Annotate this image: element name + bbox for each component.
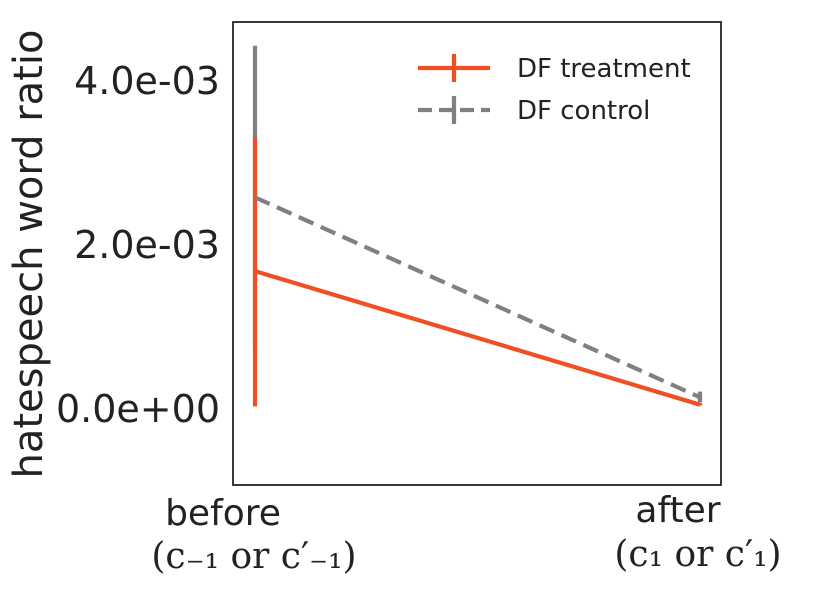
legend-label: DF treatment <box>517 54 691 84</box>
y-tick-label: 4.0e-03 <box>74 59 220 103</box>
series-line <box>254 195 701 400</box>
x-tick-label-after: after <box>635 490 720 531</box>
x-tick-sublabel-after: (c₁ or c′₁) <box>614 534 781 575</box>
legend-label: DF control <box>517 96 650 126</box>
plot-frame <box>232 21 722 486</box>
x-tick-sublabel-before: (c₋₁ or c′₋₁) <box>151 536 356 577</box>
y-tick-label: 2.0e-03 <box>74 223 220 267</box>
series-line <box>254 269 701 407</box>
y-tick-label: 0.0e+00 <box>56 387 220 431</box>
y-axis-label: hatespeech word ratio <box>6 30 52 479</box>
series-group <box>252 45 703 407</box>
y-axis-ticks: 0.0e+00 2.0e-03 4.0e-03 <box>56 59 220 431</box>
legend: DF treatment DF control <box>418 54 691 126</box>
x-tick-label-before: before <box>165 493 281 534</box>
